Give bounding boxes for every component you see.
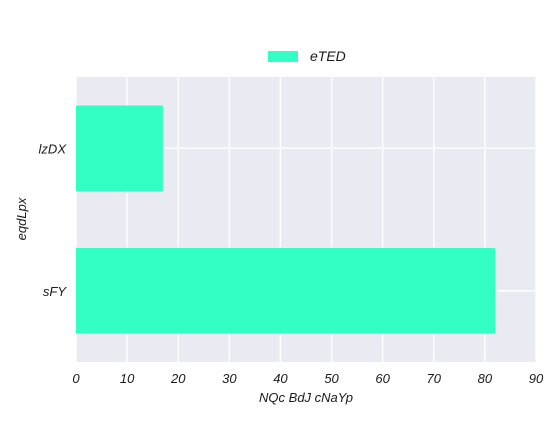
x-axis-label: NQc BdJ cNaYp xyxy=(259,390,353,405)
bar-lzDX xyxy=(76,105,163,191)
legend: eTED xyxy=(268,48,346,64)
x-tick-label: 0 xyxy=(72,371,80,386)
y-tick-label: lzDX xyxy=(39,141,68,156)
x-tick-label: 80 xyxy=(478,371,493,386)
y-tick-label: sFY xyxy=(43,284,67,299)
x-tick-label: 70 xyxy=(427,371,442,386)
bars xyxy=(76,105,496,334)
x-tick-label: 60 xyxy=(375,371,390,386)
bar-sFY xyxy=(76,248,496,334)
legend-swatch xyxy=(268,51,298,62)
y-tick-labels: lzDX sFY xyxy=(39,141,68,299)
x-tick-labels: 0 10 20 30 40 50 60 70 80 90 xyxy=(72,371,544,386)
x-tick-label: 40 xyxy=(273,371,288,386)
x-tick-label: 10 xyxy=(120,371,135,386)
grid-lines xyxy=(75,77,537,362)
legend-label: eTED xyxy=(310,48,346,64)
y-axis-label: eqdLpx xyxy=(14,197,29,240)
x-tick-label: 30 xyxy=(222,371,237,386)
x-tick-label: 90 xyxy=(529,371,544,386)
x-tick-label: 50 xyxy=(324,371,339,386)
x-tick-label: 20 xyxy=(170,371,186,386)
